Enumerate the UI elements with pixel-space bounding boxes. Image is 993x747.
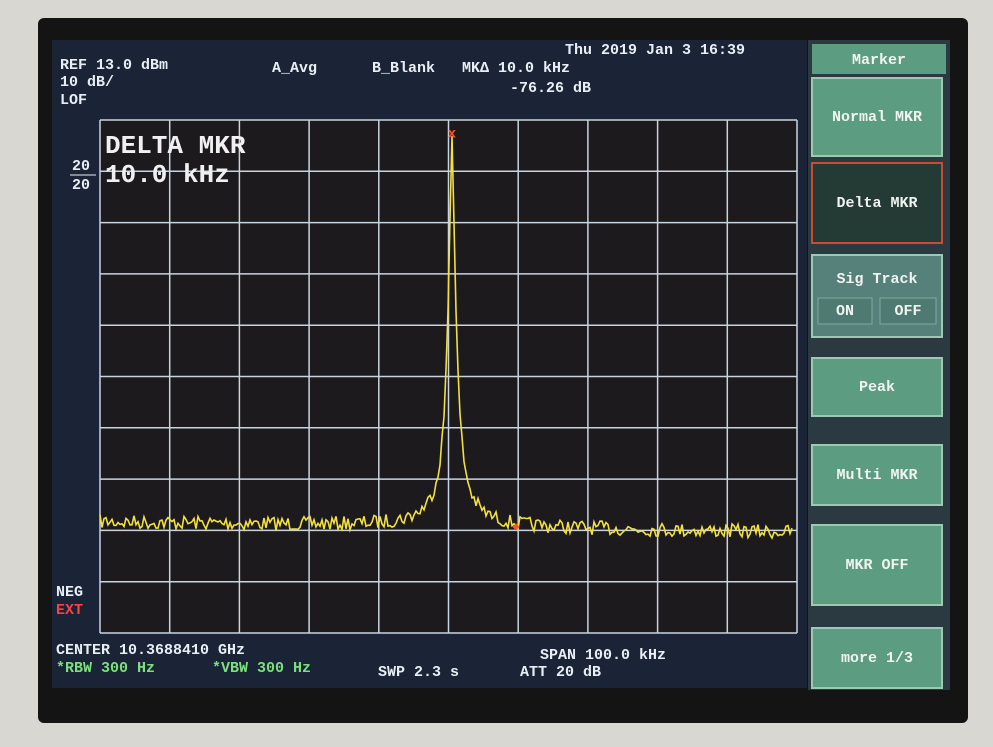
ref-level: REF 13.0 dBm (60, 57, 168, 74)
sig-off: OFF (894, 303, 921, 320)
trace-a: A_Avg (272, 60, 317, 77)
softkey[interactable] (811, 524, 943, 606)
softkey-label[interactable]: Sig Track (836, 271, 917, 288)
vbw: *VBW 300 Hz (212, 660, 311, 677)
marker-readout: MKΔ 10.0 kHz (462, 60, 570, 77)
neg: NEG (56, 584, 83, 601)
attenuation: ATT 20 dB (520, 664, 601, 681)
lof: LOF (60, 92, 87, 109)
softkey[interactable] (811, 357, 943, 417)
ext: EXT (56, 602, 83, 619)
softkey-label[interactable]: Multi MKR (836, 467, 917, 484)
overlay-mode: DELTA MKR (105, 131, 246, 161)
date: Thu 2019 Jan 3 16:39 (565, 42, 745, 59)
side-bottom: 20 (72, 177, 90, 194)
sweep: SWP 2.3 s (378, 664, 459, 681)
softkey-label[interactable]: more 1/3 (841, 650, 913, 667)
softkey-label[interactable]: MKR OFF (845, 557, 908, 574)
trace (99, 136, 793, 540)
menu-title-box (812, 44, 946, 74)
softkey[interactable] (811, 162, 943, 244)
scale: 10 dB/ (60, 74, 114, 91)
softkeys: Normal MKR Delta MKR Sig Track Peak Multi MK… (811, 77, 943, 689)
grid (99, 119, 798, 634)
side-top: 20 (72, 158, 90, 175)
rbw: *RBW 300 Hz (56, 660, 155, 677)
marker-ref: x (448, 127, 457, 143)
softkey-label[interactable]: Normal MKR (832, 109, 922, 126)
sig-on: ON (836, 303, 854, 320)
span: SPAN 100.0 kHz (540, 647, 666, 664)
sig-on-box (817, 297, 873, 325)
softkey[interactable] (811, 254, 943, 338)
marker-delta: ◆ (512, 520, 520, 534)
softkey[interactable] (811, 627, 943, 689)
softkey-label[interactable]: Delta MKR (836, 195, 917, 212)
menu-title: Marker (852, 52, 906, 69)
center-freq: CENTER 10.3688410 GHz (56, 642, 245, 659)
softkey[interactable] (811, 444, 943, 506)
softkey[interactable] (811, 77, 943, 157)
trace-b: B_Blank (372, 60, 435, 77)
marker-level: -76.26 dB (510, 80, 591, 97)
sig-off-box (879, 297, 937, 325)
softkey-label[interactable]: Peak (859, 379, 895, 396)
overlay-delta: 10.0 kHz (105, 160, 230, 190)
